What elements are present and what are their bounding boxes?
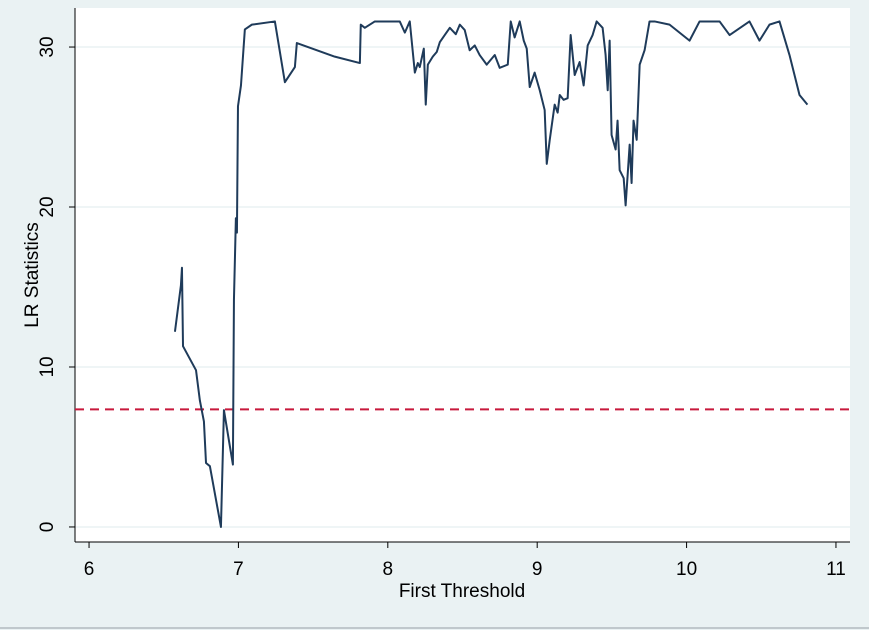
- x-tick-label: 6: [84, 559, 95, 580]
- y-tick-label: 30: [37, 36, 58, 57]
- data-line: [173, 20, 809, 528]
- y-tick-label: 10: [37, 356, 58, 377]
- x-tick-label: 10: [676, 559, 697, 580]
- y-tick-label: 0: [37, 522, 58, 533]
- y-tick-label: 20: [37, 196, 58, 217]
- y-axis-label: LR Statistics: [22, 222, 43, 328]
- x-tick-label: 9: [532, 559, 543, 580]
- x-tick-label: 7: [233, 559, 244, 580]
- x-axis-label: First Threshold: [399, 581, 525, 602]
- plot-area: [75, 8, 850, 542]
- x-tick-label: 8: [383, 559, 394, 580]
- x-tick-label: 11: [826, 559, 846, 580]
